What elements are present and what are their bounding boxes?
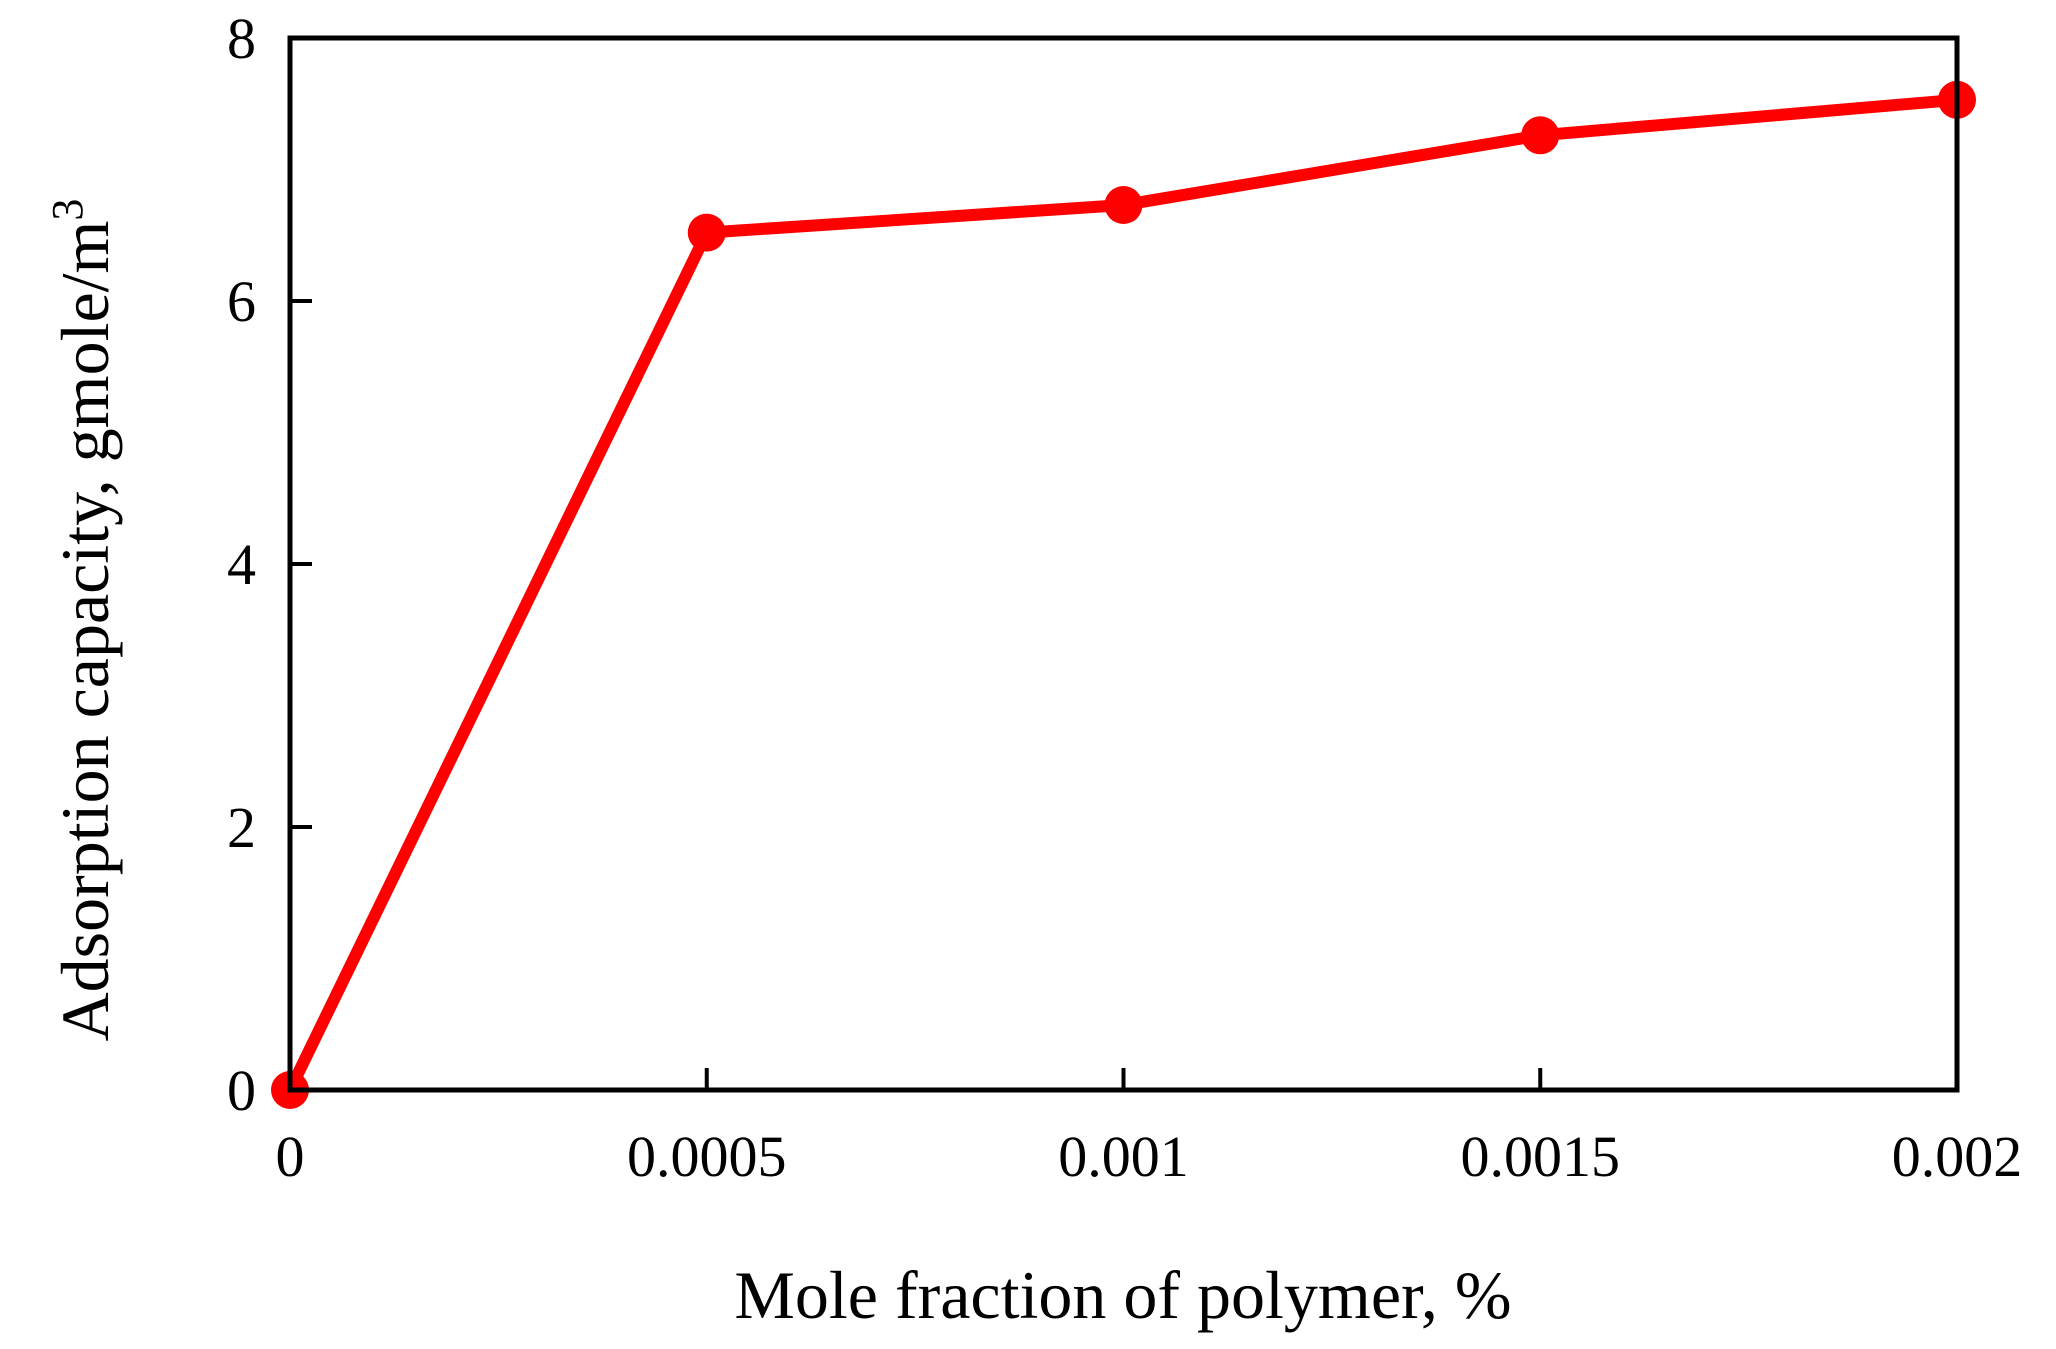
x-tick-label: 0.0015: [1461, 1124, 1621, 1189]
plot-area-frame: [287, 35, 1960, 1093]
x-axis-ticks: [288, 1068, 1959, 1090]
data-point: [1104, 186, 1143, 225]
x-axis-title: Mole fraction of polymer, %: [734, 1257, 1511, 1333]
x-tick-label: 0: [276, 1124, 305, 1189]
x-tick-label: 0.002: [1892, 1124, 2023, 1189]
y-axis-title-main: Adsorption capacity, gmole/m: [47, 221, 123, 1042]
data-point: [687, 213, 726, 252]
y-tick-label: 2: [227, 795, 256, 860]
data-point: [1521, 116, 1560, 155]
y-axis-title-superscript: 3: [43, 199, 92, 221]
y-axis-title: Adsorption capacity, gmole/m3: [43, 199, 123, 1042]
y-axis-ticks: [290, 36, 312, 1092]
y-tick-labels: 0 2 4 6 8: [227, 6, 256, 1123]
y-tick-label: 4: [227, 532, 256, 597]
series-line: [284, 93, 1963, 1096]
series-layer: [271, 80, 1976, 1109]
x-tick-labels: 0 0.0005 0.001 0.0015 0.002: [276, 1124, 2023, 1189]
y-tick-label: 0: [227, 1058, 256, 1123]
x-tick-label: 0.001: [1058, 1124, 1189, 1189]
y-tick-label: 8: [227, 6, 256, 71]
y-tick-label: 6: [227, 269, 256, 334]
x-tick-label: 0.0005: [627, 1124, 787, 1189]
